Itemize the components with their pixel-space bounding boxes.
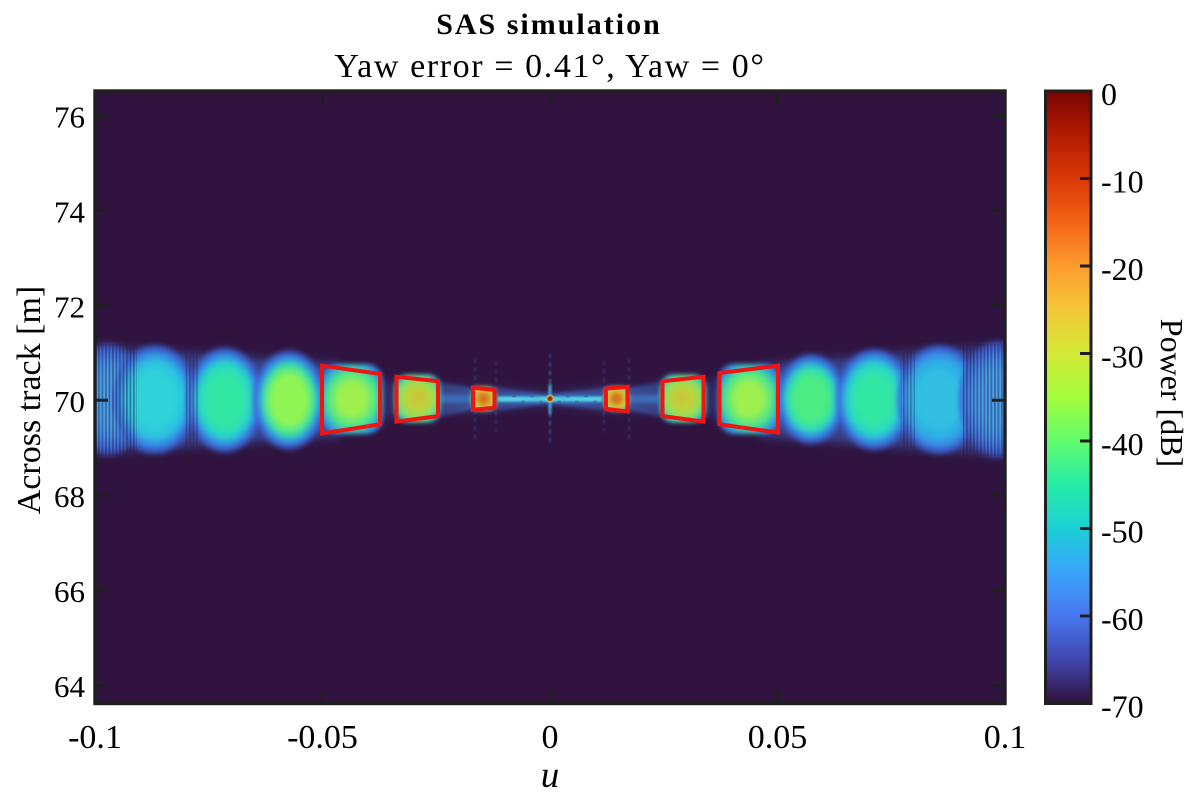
svg-text:-40: -40 <box>1101 426 1144 462</box>
svg-text:68: 68 <box>54 479 85 514</box>
svg-text:0.05: 0.05 <box>748 719 808 756</box>
svg-text:-10: -10 <box>1101 164 1144 200</box>
svg-text:-30: -30 <box>1101 339 1144 375</box>
svg-text:-50: -50 <box>1101 514 1144 550</box>
svg-text:76: 76 <box>54 100 85 135</box>
svg-text:Power [dB]: Power [dB] <box>1154 319 1190 467</box>
svg-text:SAS simulation: SAS simulation <box>436 8 662 41</box>
svg-text:-0.05: -0.05 <box>287 719 358 756</box>
svg-text:-20: -20 <box>1101 251 1144 287</box>
svg-text:-0.1: -0.1 <box>68 719 122 756</box>
svg-text:72: 72 <box>54 289 85 324</box>
svg-text:64: 64 <box>54 669 86 704</box>
svg-text:70: 70 <box>54 384 85 419</box>
svg-text:Yaw error = 0.41°, Yaw = 0°: Yaw error = 0.41°, Yaw = 0° <box>334 48 765 85</box>
svg-text:-70: -70 <box>1101 689 1144 725</box>
svg-text:0.1: 0.1 <box>984 719 1027 756</box>
svg-text:0: 0 <box>1101 76 1117 112</box>
svg-text:-60: -60 <box>1101 601 1144 637</box>
svg-text:74: 74 <box>54 194 86 229</box>
svg-text:Across track [m]: Across track [m] <box>11 286 48 514</box>
svg-text:0: 0 <box>542 719 559 756</box>
svg-text:u: u <box>541 755 560 793</box>
svg-text:66: 66 <box>54 574 85 609</box>
